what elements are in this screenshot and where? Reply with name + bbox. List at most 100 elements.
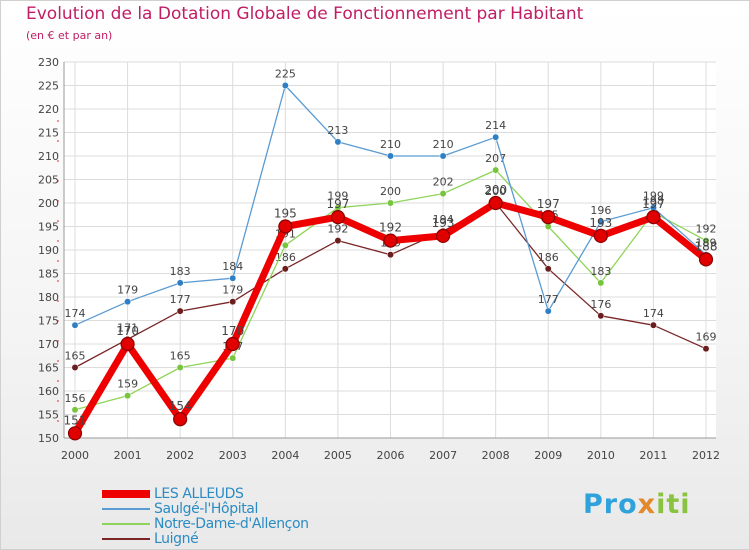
data-point (702, 237, 710, 245)
data-point (646, 210, 661, 225)
data-point (544, 265, 552, 273)
y-tick-label: 205 (38, 174, 59, 187)
y-tick-label: 230 (38, 56, 59, 69)
x-tick-label: 2010 (587, 449, 615, 462)
data-point (439, 190, 447, 198)
data-label: 183 (590, 265, 611, 278)
logo-part-1: Pro (583, 489, 638, 520)
y-tick-label: 165 (38, 362, 59, 375)
data-point (71, 406, 79, 414)
data-label: 225 (275, 68, 296, 81)
y-tick-label: 190 (38, 244, 59, 257)
y-tick-label: 185 (38, 268, 59, 281)
data-label: 196 (590, 204, 611, 217)
logo-part-2: x (637, 489, 657, 520)
data-point (702, 345, 710, 353)
data-label: 198 (643, 194, 664, 207)
y-tick-label: 160 (38, 385, 59, 398)
data-point (387, 152, 394, 160)
data-label: 179 (117, 284, 138, 297)
x-tick-label: 2001 (114, 449, 142, 462)
data-point (124, 298, 132, 306)
legend-swatch (102, 507, 150, 510)
data-point (698, 252, 714, 267)
data-label: 186 (538, 251, 559, 264)
data-label: 195 (274, 207, 297, 221)
y-tick-label: 210 (38, 150, 59, 163)
data-point (334, 237, 342, 245)
data-point (67, 426, 83, 441)
data-label: 200 (484, 183, 507, 197)
data-label: 210 (433, 138, 454, 151)
legend-label: LES ALLEUDS (154, 485, 244, 502)
data-label: 184 (222, 260, 243, 273)
legend-label: Notre-Dame-d'Allençon (154, 515, 309, 532)
x-tick-label: 2009 (534, 449, 562, 462)
y-tick-label: 180 (38, 291, 59, 304)
y-tick-label: 215 (38, 127, 59, 140)
data-label: 193 (432, 216, 455, 230)
data-point (229, 298, 237, 306)
data-point (176, 364, 184, 371)
data-label: 170 (221, 324, 244, 338)
data-point (593, 228, 608, 243)
data-label: 200 (485, 185, 506, 198)
x-tick-label: 2000 (61, 449, 89, 462)
data-label: 197 (642, 197, 665, 211)
legend-item: Notre-Dame-d'Allençon (102, 515, 309, 532)
data-label: 170 (116, 324, 139, 338)
data-label: 192 (696, 223, 717, 236)
data-point (387, 251, 394, 259)
data-label: 214 (485, 119, 506, 132)
x-tick-label: 2006 (377, 449, 405, 462)
x-tick-label: 2011 (639, 449, 667, 462)
data-point (544, 223, 552, 230)
data-point (435, 228, 451, 243)
data-point (544, 307, 552, 315)
data-label: 193 (589, 216, 612, 230)
data-label: 151 (64, 413, 87, 427)
data-point (176, 307, 184, 315)
data-label: 176 (590, 298, 611, 311)
data-point (439, 152, 447, 160)
data-point (488, 195, 503, 211)
data-label: 197 (326, 197, 349, 211)
x-tick-label: 2008 (482, 449, 510, 462)
data-point (330, 210, 346, 225)
data-point (492, 166, 500, 174)
data-label: 199 (643, 190, 664, 203)
data-label: 174 (65, 307, 86, 320)
data-label: 186 (275, 251, 296, 264)
legend-label: Luigné (154, 530, 199, 547)
data-point (225, 336, 240, 352)
data-point (383, 233, 398, 248)
series-les-alleuds: 151 170 154 170 195 197 192 193 200 197 193 197 188 (64, 183, 718, 441)
y-tick-label: 200 (38, 197, 59, 210)
data-label: 159 (117, 378, 138, 391)
x-tick-label: 2002 (166, 449, 194, 462)
data-label: 165 (170, 350, 191, 363)
data-point (597, 279, 605, 287)
series-luign-: 165171177179186192189194200186176174169 (65, 185, 717, 371)
data-label: 174 (643, 307, 664, 320)
data-label: 194 (433, 213, 454, 226)
data-point (71, 364, 79, 371)
logo-part-3: iti (656, 489, 691, 520)
legend-swatch (102, 522, 150, 525)
data-point (176, 279, 184, 287)
data-label: 189 (696, 237, 717, 250)
legend-label: Saulgé-l'Hôpital (154, 500, 258, 517)
data-point (71, 321, 79, 329)
data-point (173, 412, 188, 427)
data-label: 199 (327, 190, 348, 203)
y-tick-label: 220 (38, 103, 59, 116)
data-point (597, 312, 605, 320)
x-tick-label: 2003 (219, 449, 247, 462)
data-point (229, 274, 237, 282)
data-label: 179 (222, 284, 243, 297)
data-point (281, 82, 289, 89)
data-label: 154 (169, 399, 192, 413)
data-point (281, 241, 289, 249)
data-label: 213 (327, 124, 348, 137)
data-label: 188 (695, 239, 718, 253)
